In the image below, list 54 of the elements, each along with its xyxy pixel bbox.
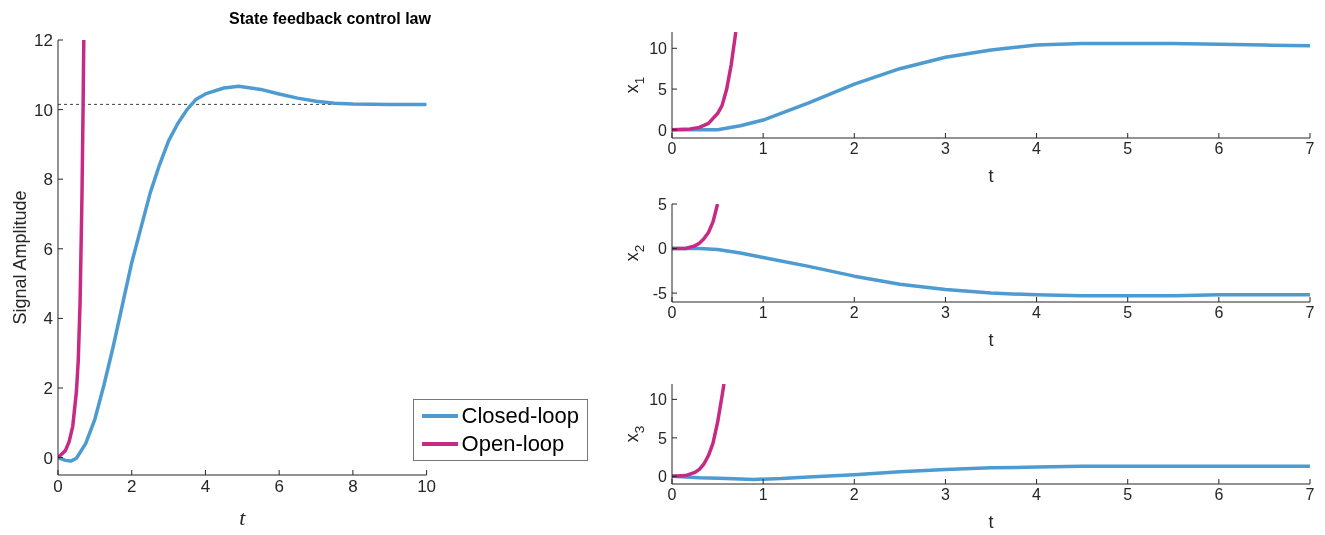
x-tick-label: 6 bbox=[274, 477, 284, 497]
x-tick-label: 7 bbox=[1305, 304, 1315, 322]
x-tick-label: 1 bbox=[758, 140, 768, 158]
x-tick-label: 5 bbox=[1123, 486, 1133, 504]
x-tick-label: 4 bbox=[1032, 140, 1042, 158]
x-axis-title: t bbox=[988, 166, 994, 186]
x-tick-label: 10 bbox=[417, 477, 437, 497]
y-tick-label: 2 bbox=[43, 379, 53, 399]
line-series bbox=[672, 32, 738, 132]
x-tick-label: 6 bbox=[1214, 140, 1224, 158]
chart-title: State feedback control law bbox=[228, 10, 432, 28]
x-tick-label: 2 bbox=[849, 486, 859, 504]
y-tick-label: 5 bbox=[658, 195, 668, 213]
line-series bbox=[58, 84, 427, 463]
x-tick-label: 2 bbox=[849, 140, 859, 158]
x-tick-label: 3 bbox=[940, 304, 950, 322]
x-axis-title: t bbox=[239, 505, 247, 530]
x-tick-label: 5 bbox=[1123, 140, 1133, 158]
y-tick-label: 8 bbox=[43, 170, 53, 190]
y-tick-label: 0 bbox=[658, 121, 668, 139]
y-tick-label: 0 bbox=[43, 448, 53, 468]
x-tick-label: 2 bbox=[849, 304, 859, 322]
line-series bbox=[672, 41, 1310, 132]
y-tick-label: -5 bbox=[652, 284, 668, 302]
x-tick-label: 8 bbox=[348, 477, 358, 497]
line-series bbox=[672, 204, 720, 251]
y-tick-label: 12 bbox=[34, 31, 53, 51]
x-tick-label: 4 bbox=[1032, 304, 1042, 322]
y-tick-label: 0 bbox=[658, 240, 668, 258]
legend-label: Closed-loop bbox=[461, 402, 579, 430]
y-tick-label: 5 bbox=[658, 429, 668, 447]
y-axis-title: Signal Amplitude bbox=[10, 190, 30, 325]
legend-label: Open-loop bbox=[461, 430, 565, 458]
x-tick-label: 3 bbox=[940, 486, 950, 504]
x-tick-label: 3 bbox=[940, 140, 950, 158]
x-tick-label: 4 bbox=[1032, 486, 1042, 504]
x-tick-label: 6 bbox=[1214, 304, 1224, 322]
x-tick-label: 5 bbox=[1123, 304, 1133, 322]
y-tick-label: 10 bbox=[34, 100, 53, 120]
x-tick-label: 1 bbox=[758, 486, 768, 504]
x-axis-title: t bbox=[988, 512, 994, 532]
x-tick-label: 7 bbox=[1305, 486, 1315, 504]
x-axis-title: t bbox=[988, 330, 994, 350]
x-tick-label: 6 bbox=[1214, 486, 1224, 504]
line-series bbox=[58, 40, 86, 460]
x-tick-label: 4 bbox=[200, 477, 211, 497]
y-tick-label: 5 bbox=[658, 80, 668, 98]
x-tick-label: 7 bbox=[1305, 140, 1315, 158]
y-tick-label: 6 bbox=[43, 239, 53, 259]
line-series bbox=[672, 384, 726, 479]
x-tick-label: 1 bbox=[758, 304, 768, 322]
y-tick-label: 10 bbox=[649, 39, 668, 57]
x-tick-label: 2 bbox=[126, 477, 137, 497]
y-tick-label: 10 bbox=[649, 391, 668, 409]
